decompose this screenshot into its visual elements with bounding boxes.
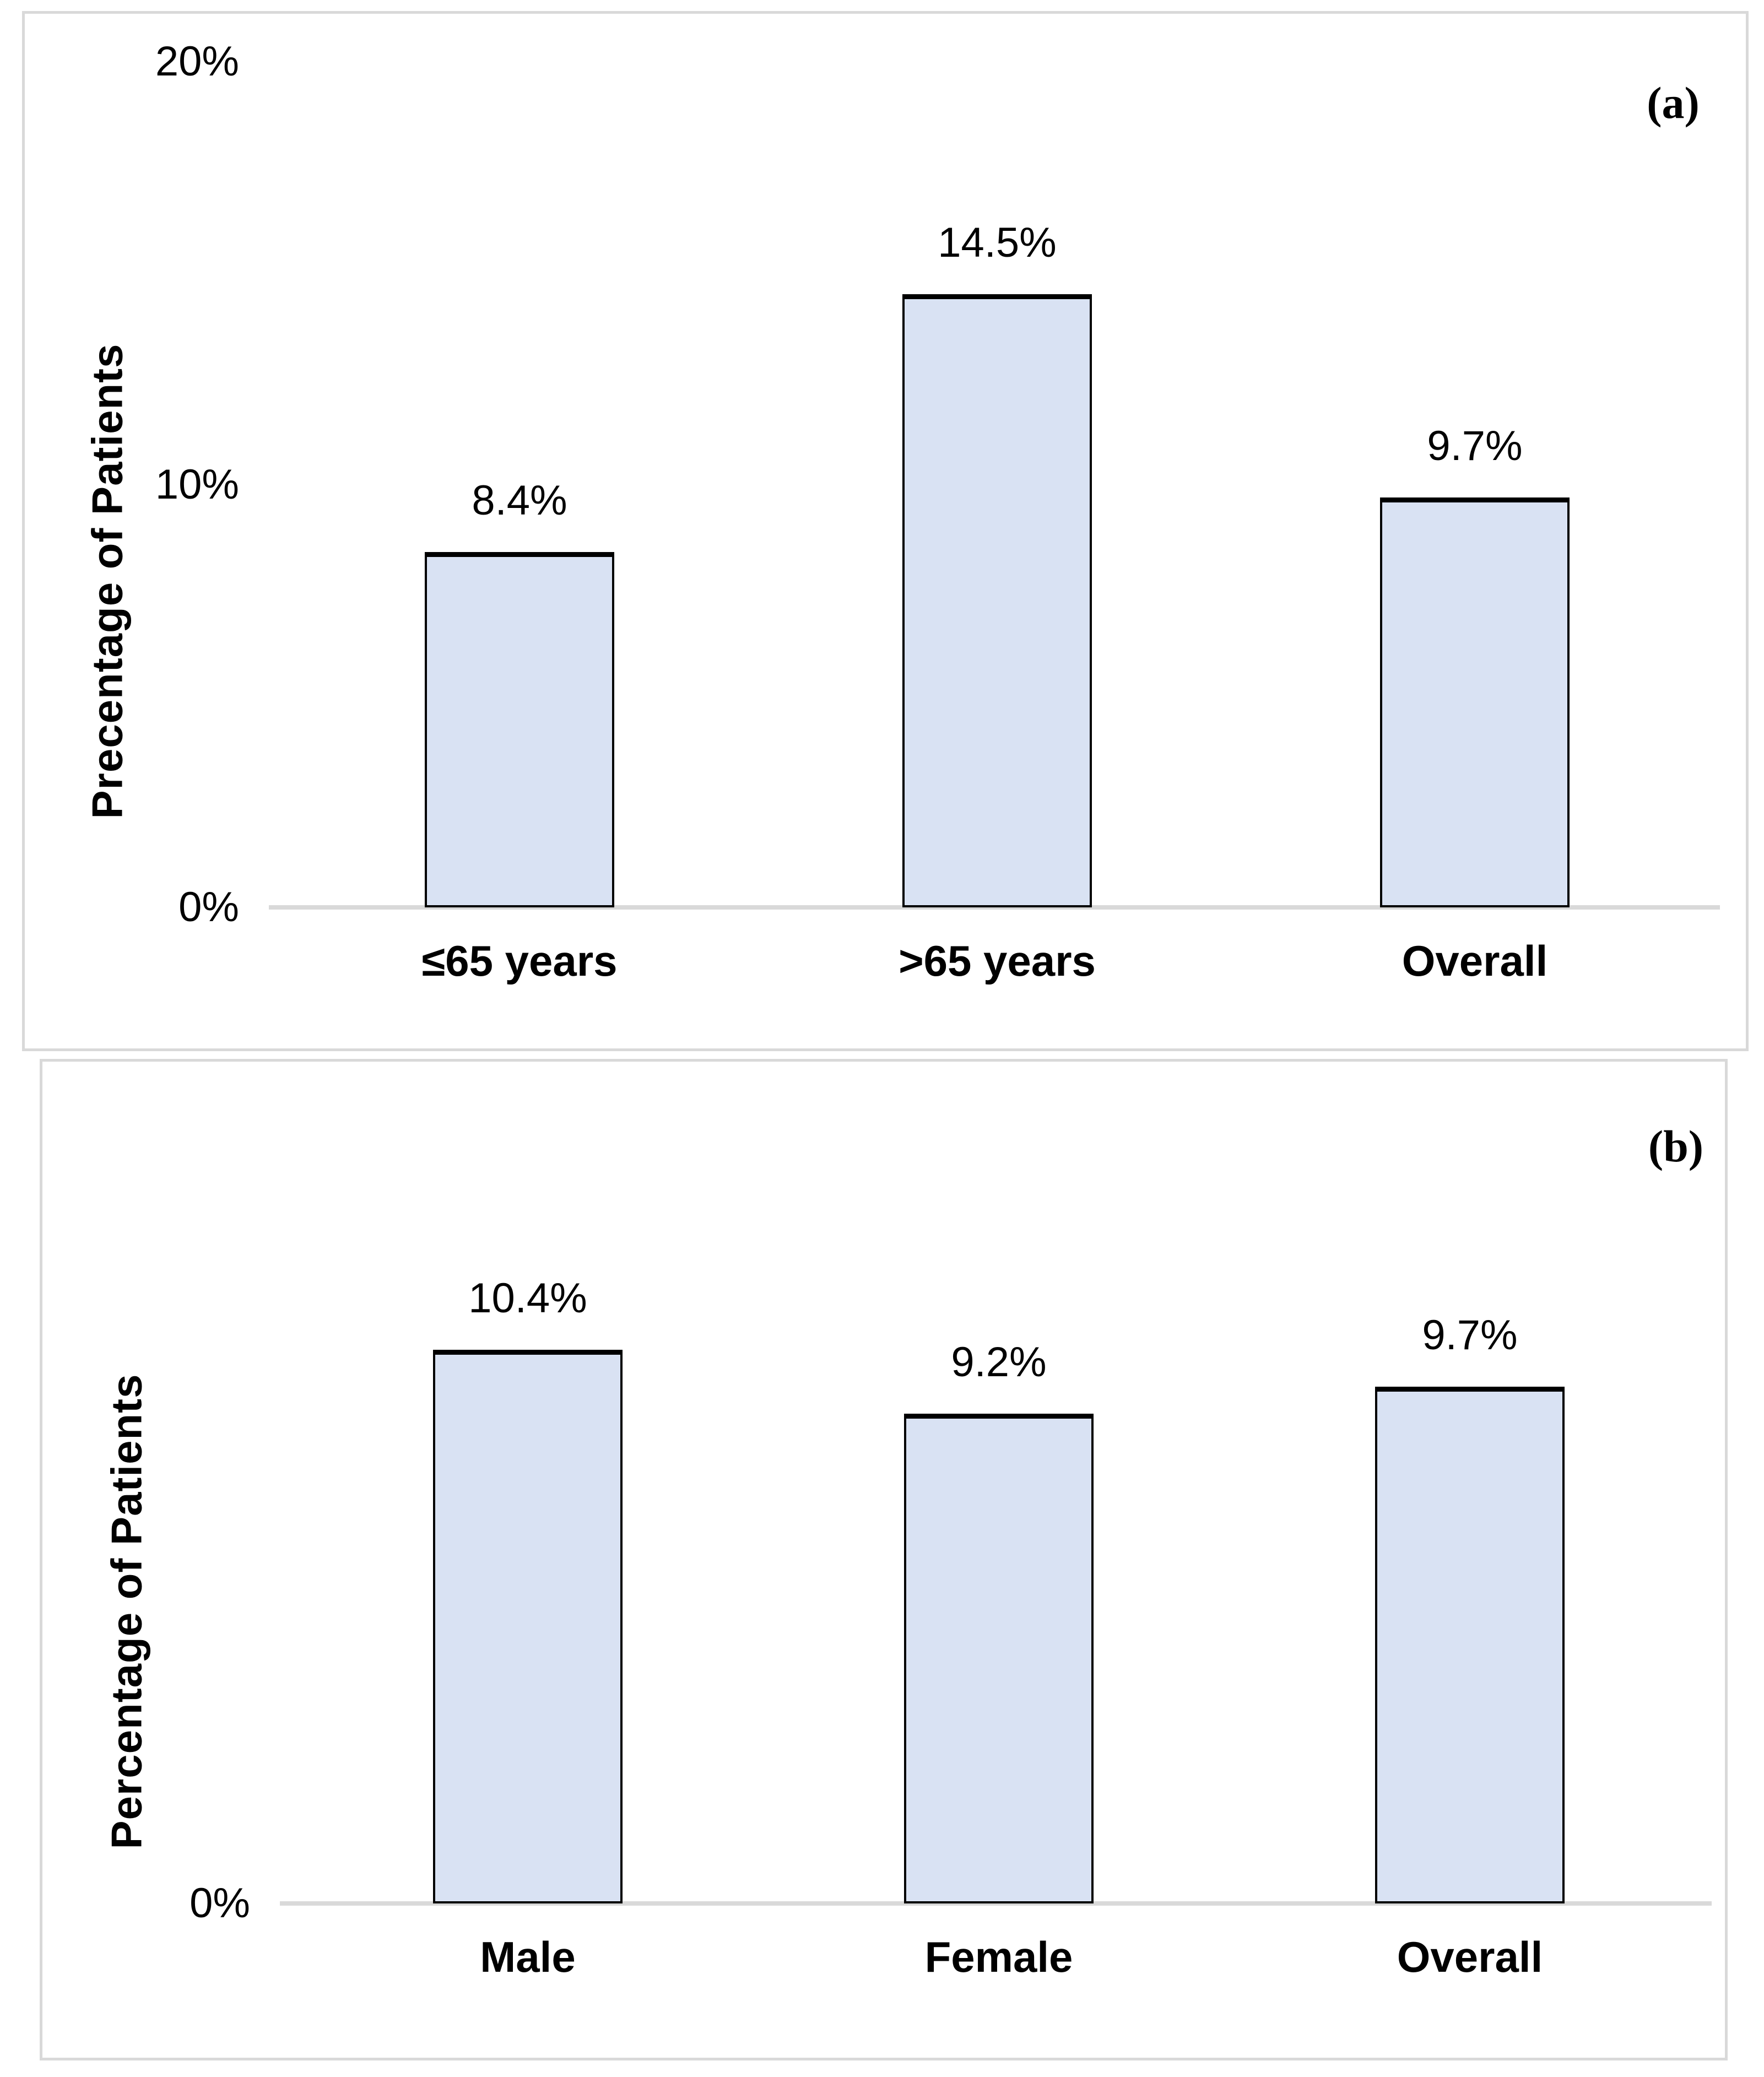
bar-overall <box>1375 1387 1565 1903</box>
bar-value-label: 9.2% <box>951 1339 1047 1386</box>
y-tick-label: 10% <box>155 461 239 508</box>
x-category-label: Female <box>924 1933 1073 1981</box>
plot-area-a: 0% 10% 20% 8.4% ≤65 years 14.5% >65 years 9.7% O… <box>155 41 1720 982</box>
x-category-label: Male <box>480 1933 576 1981</box>
bar-male <box>433 1350 623 1903</box>
panel-label-a: (a) <box>1647 78 1700 128</box>
y-axis-title-a: Precentage of Patients <box>83 343 132 819</box>
y-tick-label: 20% <box>155 38 239 85</box>
chart-panel-a: (a) Precentage of Patients 0% 10% 20% 8.4% ≤… <box>22 11 1749 1051</box>
bar-value-label: 9.7% <box>1427 423 1523 469</box>
bar-female <box>904 1414 1094 1903</box>
x-category-label: ≤65 years <box>421 937 618 985</box>
bar-value-label: 8.4% <box>472 477 567 524</box>
bar-value-label: 10.4% <box>468 1275 587 1322</box>
x-category-label: Overall <box>1402 937 1548 985</box>
y-tick-label: 0% <box>190 1880 250 1927</box>
y-axis-title-b: Percentage of Patients <box>102 1373 151 1849</box>
bar-overall <box>1380 497 1570 907</box>
plot-area-b: 0% 10.4% Male 9.2% Female 9.7% Overall <box>190 1264 1712 1978</box>
bar--65-years <box>902 294 1092 907</box>
y-tick-label: 0% <box>178 884 239 931</box>
bar--65-years <box>425 552 614 907</box>
x-category-label: >65 years <box>899 937 1096 985</box>
bar-value-label: 14.5% <box>938 219 1057 266</box>
x-axis-line <box>280 1901 1712 1906</box>
x-category-label: Overall <box>1397 1933 1543 1981</box>
chart-panel-b: (b) Percentage of Patients 0% 10.4% Male 9.… <box>40 1059 1728 2060</box>
x-axis-line <box>269 905 1720 910</box>
bar-value-label: 9.7% <box>1422 1312 1518 1359</box>
panel-label-b: (b) <box>1648 1121 1704 1171</box>
